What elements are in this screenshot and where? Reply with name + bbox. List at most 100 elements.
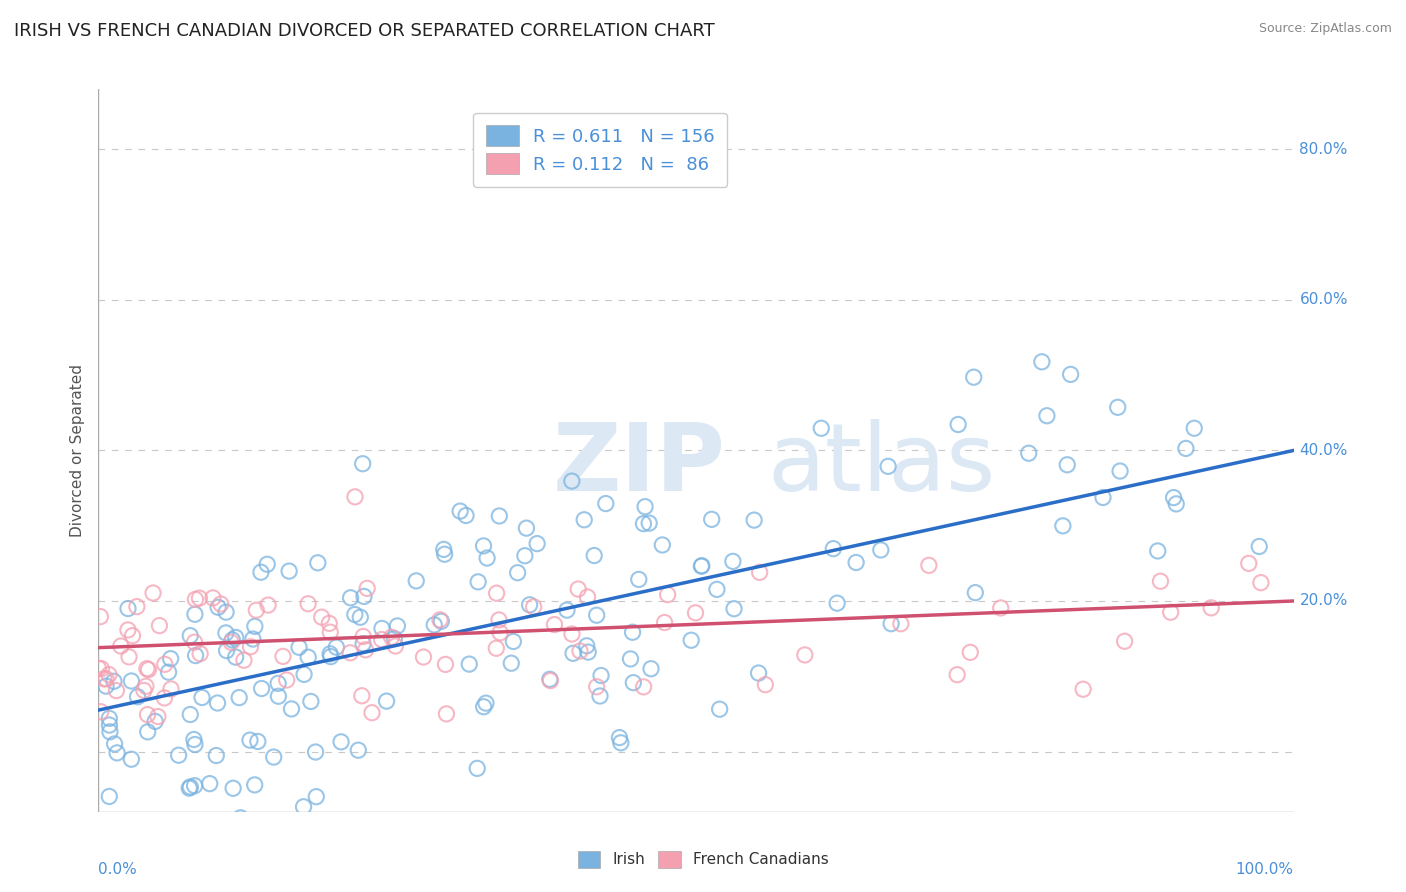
Point: [103, 737, 125, 751]
Point: [350, 689, 373, 703]
Point: [488, 613, 510, 627]
Point: [485, 586, 508, 600]
Point: [475, 696, 498, 710]
Point: [276, 673, 298, 687]
Point: [153, 657, 176, 672]
Point: [387, 619, 409, 633]
Point: [222, 781, 245, 796]
Point: [825, 596, 848, 610]
Point: [207, 696, 229, 710]
Point: [125, 599, 148, 614]
Point: [118, 649, 141, 664]
Point: [946, 417, 969, 432]
Point: [651, 538, 673, 552]
Point: [353, 590, 375, 604]
Point: [267, 690, 290, 704]
Point: [434, 657, 457, 672]
Point: [94, 679, 117, 693]
Point: [555, 603, 578, 617]
Point: [754, 678, 776, 692]
Point: [654, 615, 676, 630]
Point: [263, 750, 285, 764]
Point: [209, 597, 232, 611]
Point: [167, 748, 190, 763]
Point: [748, 566, 770, 580]
Point: [489, 625, 512, 640]
Point: [877, 459, 900, 474]
Point: [311, 610, 333, 624]
Point: [810, 421, 832, 435]
Point: [1174, 442, 1197, 456]
Point: [90, 705, 112, 719]
Text: 40.0%: 40.0%: [1299, 443, 1348, 458]
Point: [292, 667, 315, 681]
Point: [595, 497, 617, 511]
Point: [519, 598, 541, 612]
Point: [1163, 491, 1185, 505]
Point: [146, 709, 169, 723]
Point: [271, 649, 294, 664]
Point: [221, 632, 243, 647]
Point: [179, 707, 201, 722]
Point: [706, 582, 728, 597]
Point: [98, 789, 121, 804]
Point: [207, 600, 229, 615]
Point: [561, 627, 583, 641]
Point: [117, 623, 139, 637]
Point: [619, 652, 641, 666]
Point: [589, 689, 612, 703]
Point: [278, 564, 301, 578]
Point: [965, 585, 987, 599]
Point: [1052, 519, 1074, 533]
Point: [257, 598, 280, 612]
Point: [343, 490, 366, 504]
Point: [135, 662, 157, 676]
Point: [610, 736, 633, 750]
Point: [267, 676, 290, 690]
Point: [721, 554, 744, 568]
Point: [159, 651, 181, 665]
Point: [583, 549, 606, 563]
Point: [429, 613, 451, 627]
Point: [132, 683, 155, 698]
Point: [198, 777, 221, 791]
Point: [1056, 458, 1078, 472]
Point: [1166, 497, 1188, 511]
Point: [1149, 574, 1171, 589]
Point: [575, 639, 598, 653]
Text: Source: ZipAtlas.com: Source: ZipAtlas.com: [1258, 22, 1392, 36]
Point: [638, 516, 661, 530]
Point: [242, 632, 264, 646]
Point: [136, 707, 159, 722]
Point: [87, 661, 110, 675]
Point: [723, 601, 745, 615]
Point: [354, 643, 377, 657]
Point: [433, 542, 456, 557]
Point: [567, 582, 589, 596]
Point: [138, 663, 160, 677]
Point: [250, 681, 273, 696]
Point: [472, 539, 495, 553]
Point: [339, 646, 361, 660]
Point: [93, 672, 115, 686]
Point: [319, 625, 342, 640]
Point: [793, 648, 815, 662]
Legend: Irish, French Canadians: Irish, French Canadians: [571, 845, 835, 873]
Point: [485, 641, 508, 656]
Point: [89, 609, 111, 624]
Point: [627, 573, 650, 587]
Point: [963, 370, 986, 384]
Point: [229, 811, 252, 825]
Point: [405, 574, 427, 588]
Point: [543, 617, 565, 632]
Point: [681, 633, 703, 648]
Point: [946, 667, 969, 681]
Point: [225, 650, 247, 665]
Point: [423, 618, 446, 632]
Point: [1199, 600, 1222, 615]
Text: IRISH VS FRENCH CANADIAN DIVORCED OR SEPARATED CORRELATION CHART: IRISH VS FRENCH CANADIAN DIVORCED OR SEP…: [14, 22, 714, 40]
Point: [299, 694, 322, 708]
Text: ZIP: ZIP: [553, 419, 725, 511]
Point: [1091, 491, 1114, 505]
Point: [1249, 540, 1271, 554]
